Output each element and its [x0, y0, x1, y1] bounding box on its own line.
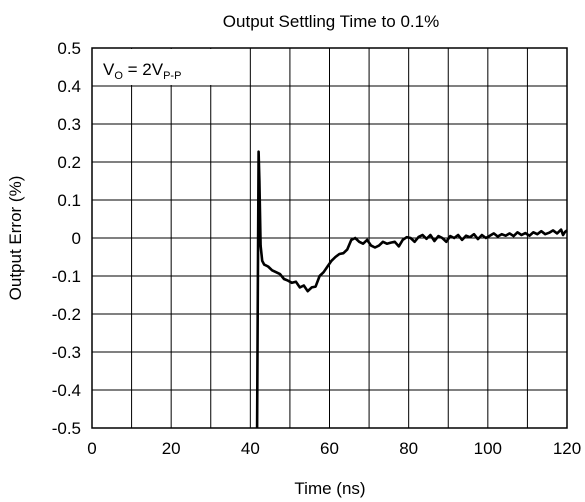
x-tick-label: 20 [162, 439, 181, 458]
y-tick-label: 0.4 [57, 77, 81, 96]
y-tick-label: 0.2 [57, 153, 81, 172]
annotation-sub2: P-P [163, 70, 181, 82]
x-tick-label: 120 [553, 439, 581, 458]
annotation-text: VO = 2VP-P [103, 60, 181, 82]
y-tick-label: 0.1 [57, 191, 81, 210]
y-tick-label: -0.5 [52, 419, 81, 438]
x-tick-label: 0 [87, 439, 96, 458]
annotation-main: V [103, 60, 115, 79]
y-tick-label: 0 [72, 229, 81, 248]
y-tick-label: -0.3 [52, 343, 81, 362]
y-axis-label: Output Error (%) [6, 176, 25, 301]
series-line [255, 150, 568, 429]
y-tick-labels: 0.5 0.4 0.3 0.2 0.1 0 -0.1 -0.2 -0.3 -0.4 -0.5 [52, 39, 81, 438]
y-tick-label: 0.3 [57, 115, 81, 134]
x-tick-label: 60 [320, 439, 339, 458]
vo-annotation: VO = 2VP-P [93, 49, 222, 85]
x-axis-label: Time (ns) [294, 479, 365, 498]
y-tick-label: -0.1 [52, 267, 81, 286]
x-tick-label: 40 [241, 439, 260, 458]
y-tick-label: 0.5 [57, 39, 81, 58]
annotation-background [93, 49, 222, 85]
x-tick-label: 80 [399, 439, 418, 458]
x-tick-label: 100 [474, 439, 502, 458]
annotation-sub1: O [114, 70, 123, 82]
chart-title: Output Settling Time to 0.1% [223, 12, 439, 31]
plot-frame [91, 47, 568, 429]
grid [92, 48, 567, 428]
y-tick-label: -0.4 [52, 381, 81, 400]
annotation-mid: = 2V [123, 60, 164, 79]
y-tick-label: -0.2 [52, 305, 81, 324]
x-tick-labels: 0 20 40 60 80 100 120 [87, 439, 581, 458]
